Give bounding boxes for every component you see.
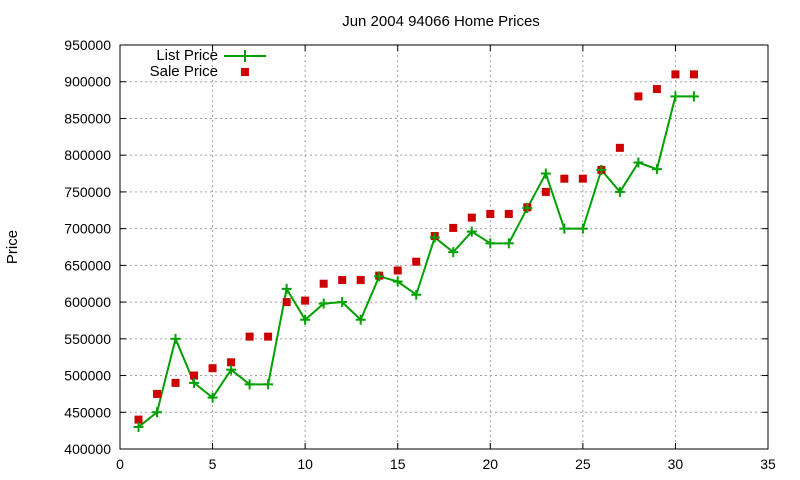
- sale-price-point: [504, 209, 513, 218]
- x-tick-label: 35: [760, 456, 776, 472]
- list-price-point: [170, 333, 181, 344]
- sale-price-point: [541, 187, 550, 196]
- list-price-point: [226, 364, 237, 375]
- list-price-point: [448, 247, 459, 258]
- sale-price-point: [338, 276, 347, 285]
- list-price-point: [133, 421, 144, 432]
- y-tick-label: 400000: [64, 441, 111, 457]
- sale-price-point: [319, 279, 328, 288]
- sale-price-point: [264, 332, 273, 341]
- sale-price-point: [208, 364, 217, 373]
- list-price-point: [392, 276, 403, 287]
- x-tick-label: 0: [116, 456, 124, 472]
- y-tick-label: 850000: [64, 110, 111, 126]
- legend-label-list-price: List Price: [156, 47, 218, 64]
- sale-price-point: [467, 213, 476, 222]
- sale-price-point: [190, 371, 199, 380]
- x-tick-label: 20: [482, 456, 498, 472]
- sale-price-point: [689, 70, 698, 79]
- sale-price-point: [578, 174, 587, 183]
- list-price-point: [485, 238, 496, 249]
- list-price-point: [189, 377, 200, 388]
- x-tick-label: 25: [575, 456, 591, 472]
- sale-price-point: [486, 209, 495, 218]
- list-price-point: [559, 223, 570, 234]
- sale-price-point: [560, 174, 569, 183]
- grid: [120, 45, 768, 449]
- plot-frame: [119, 44, 769, 450]
- list-price-point: [614, 186, 625, 197]
- sale-price-point: [449, 223, 458, 232]
- list-price-point: [503, 238, 514, 249]
- list-price-point: [522, 203, 533, 214]
- y-tick-label: 500000: [64, 368, 111, 384]
- x-tick-label: 5: [209, 456, 217, 472]
- legend-label-sale-price: Sale Price: [150, 63, 218, 80]
- sale-price-point: [171, 378, 180, 387]
- list-price-point: [263, 379, 274, 390]
- series: [133, 70, 699, 432]
- list-price-point: [577, 223, 588, 234]
- list-price-point: [318, 298, 329, 309]
- list-price-point: [688, 91, 699, 102]
- list-price-point: [466, 226, 477, 237]
- list-price-point: [596, 164, 607, 175]
- list-price-point: [633, 157, 644, 168]
- y-tick-label: 750000: [64, 184, 111, 200]
- list-price-point: [540, 168, 551, 179]
- sale-price-point: [227, 358, 236, 367]
- sale-price-point: [412, 257, 421, 266]
- sale-price-point: [634, 92, 643, 101]
- legend-marker-list-price: [239, 50, 251, 62]
- y-tick-label: 650000: [64, 257, 111, 273]
- x-tick-label: 30: [668, 456, 684, 472]
- x-tick-label: 15: [390, 456, 406, 472]
- list-price-point: [300, 314, 311, 325]
- sale-price-point: [301, 296, 310, 305]
- sale-price-point: [393, 266, 402, 275]
- list-price-point: [207, 392, 218, 403]
- list-price-point: [281, 283, 292, 294]
- list-price-point: [429, 232, 440, 243]
- list-price-point: [244, 379, 255, 390]
- legend: List Price Sale Price: [150, 47, 266, 80]
- list-price-point: [411, 289, 422, 300]
- axis-ticks: 400000 450000 500000 550000 600000 650000 7000…: [64, 37, 776, 472]
- y-tick-label: 950000: [64, 37, 111, 53]
- y-tick-label: 600000: [64, 294, 111, 310]
- y-tick-label: 450000: [64, 404, 111, 420]
- list-price-point: [152, 407, 163, 418]
- sale-price-point: [615, 143, 624, 152]
- y-tick-label: 700000: [64, 221, 111, 237]
- sale-price-point: [153, 389, 162, 398]
- sale-price-point: [356, 276, 365, 285]
- legend-marker-sale-price: [241, 68, 249, 76]
- chart-title: Jun 2004 94066 Home Prices: [342, 13, 540, 30]
- list-price-point: [670, 91, 681, 102]
- y-tick-label: 550000: [64, 331, 111, 347]
- list-price-point: [651, 164, 662, 175]
- sale-price-point: [652, 85, 661, 94]
- list-price-point: [355, 314, 366, 325]
- x-tick-label: 10: [297, 456, 313, 472]
- sale-price-point: [671, 70, 680, 79]
- list-price-point: [374, 271, 385, 282]
- y-tick-label: 900000: [64, 74, 111, 90]
- y-tick-label: 800000: [64, 147, 111, 163]
- y-axis-label: Price: [4, 230, 21, 264]
- list-price-point: [337, 297, 348, 308]
- sale-price-point: [134, 415, 143, 424]
- sale-price-point: [245, 332, 254, 341]
- sale-price-point: [282, 298, 291, 307]
